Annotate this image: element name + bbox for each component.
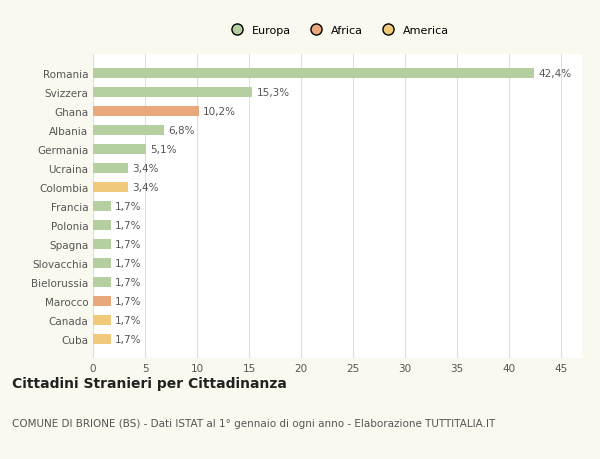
Text: 3,4%: 3,4% xyxy=(133,164,159,174)
Text: 1,7%: 1,7% xyxy=(115,202,142,212)
Bar xyxy=(93,296,110,307)
Bar xyxy=(93,315,110,325)
Bar xyxy=(93,220,110,231)
Text: 1,7%: 1,7% xyxy=(115,334,142,344)
Text: 1,7%: 1,7% xyxy=(115,277,142,287)
Bar xyxy=(93,145,146,155)
Bar xyxy=(93,202,110,212)
Bar xyxy=(93,106,199,117)
Text: 15,3%: 15,3% xyxy=(256,88,289,98)
Bar xyxy=(93,277,110,287)
Bar xyxy=(93,334,110,344)
Text: 1,7%: 1,7% xyxy=(115,315,142,325)
Text: 1,7%: 1,7% xyxy=(115,258,142,269)
Bar xyxy=(93,88,252,98)
Bar xyxy=(93,182,128,193)
Text: 10,2%: 10,2% xyxy=(203,107,236,117)
Bar xyxy=(93,163,128,174)
Bar xyxy=(93,126,164,136)
Text: 6,8%: 6,8% xyxy=(168,126,194,136)
Text: Cittadini Stranieri per Cittadinanza: Cittadini Stranieri per Cittadinanza xyxy=(12,376,287,390)
Text: 3,4%: 3,4% xyxy=(133,183,159,193)
Text: COMUNE DI BRIONE (BS) - Dati ISTAT al 1° gennaio di ogni anno - Elaborazione TUT: COMUNE DI BRIONE (BS) - Dati ISTAT al 1°… xyxy=(12,418,495,428)
Bar xyxy=(93,258,110,269)
Legend: Europa, Africa, America: Europa, Africa, America xyxy=(221,21,454,40)
Text: 1,7%: 1,7% xyxy=(115,296,142,306)
Bar xyxy=(93,69,534,79)
Bar xyxy=(93,239,110,250)
Text: 1,7%: 1,7% xyxy=(115,240,142,249)
Text: 5,1%: 5,1% xyxy=(150,145,177,155)
Text: 1,7%: 1,7% xyxy=(115,220,142,230)
Text: 42,4%: 42,4% xyxy=(538,69,571,79)
